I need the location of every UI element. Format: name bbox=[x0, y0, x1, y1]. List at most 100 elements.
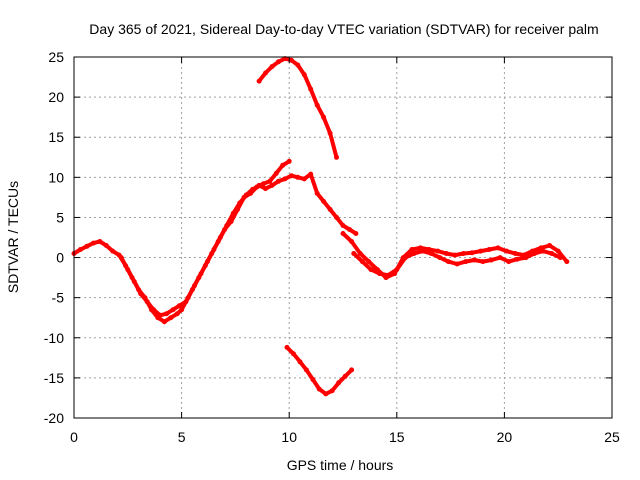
data-point bbox=[301, 176, 307, 182]
data-point bbox=[489, 257, 494, 263]
data-point bbox=[284, 344, 290, 350]
data-point bbox=[228, 219, 234, 224]
data-point bbox=[486, 247, 492, 252]
data-point bbox=[254, 184, 260, 190]
data-point bbox=[110, 248, 116, 254]
data-point bbox=[78, 247, 83, 252]
data-point bbox=[202, 263, 208, 269]
data-point bbox=[471, 257, 477, 263]
series-arc-upper bbox=[257, 56, 339, 160]
data-point bbox=[368, 267, 374, 273]
x-tick-label: 10 bbox=[281, 429, 297, 445]
data-point bbox=[151, 307, 157, 313]
data-point bbox=[288, 173, 294, 179]
data-point bbox=[463, 259, 469, 265]
data-point bbox=[480, 259, 486, 265]
data-point bbox=[183, 299, 189, 305]
data-point bbox=[564, 259, 570, 265]
y-axis: -20 -15 -10 -5 0 5 10 15 20 25 bbox=[44, 49, 612, 426]
y-tick-label: 10 bbox=[48, 169, 64, 185]
data-point bbox=[329, 388, 335, 394]
data-point bbox=[357, 251, 363, 256]
data-point bbox=[168, 315, 174, 321]
data-point bbox=[269, 64, 275, 70]
data-point bbox=[209, 251, 215, 256]
y-tick-label: -10 bbox=[44, 330, 64, 346]
data-point bbox=[282, 176, 288, 182]
data-point bbox=[366, 259, 372, 265]
data-point bbox=[84, 243, 90, 249]
data-point bbox=[157, 312, 163, 318]
data-point bbox=[314, 190, 320, 196]
data-point bbox=[286, 158, 292, 164]
y-tick-label: 20 bbox=[48, 89, 64, 105]
data-point bbox=[327, 130, 333, 136]
data-point bbox=[275, 59, 281, 65]
x-axis-title: GPS time / hours bbox=[287, 457, 394, 473]
data-point bbox=[241, 194, 247, 200]
data-point bbox=[260, 181, 266, 187]
y-tick-label: 25 bbox=[48, 49, 64, 65]
data-point bbox=[497, 255, 503, 261]
data-point bbox=[409, 247, 415, 252]
data-point bbox=[540, 248, 546, 254]
data-point bbox=[321, 198, 327, 204]
data-point bbox=[394, 267, 400, 273]
series-group bbox=[71, 56, 570, 397]
data-point bbox=[428, 251, 434, 256]
data-point bbox=[263, 186, 268, 192]
data-point bbox=[323, 391, 329, 397]
y-tick-label: -15 bbox=[44, 370, 64, 386]
data-point bbox=[263, 70, 268, 76]
x-tick-label: 15 bbox=[389, 429, 405, 445]
data-point bbox=[144, 299, 150, 305]
chart-title: Day 365 of 2021, Sidereal Day-to-day VTE… bbox=[89, 21, 598, 37]
data-point bbox=[308, 171, 314, 177]
data-point bbox=[359, 259, 365, 265]
data-point bbox=[385, 272, 391, 278]
data-point bbox=[248, 190, 253, 196]
x-tick-label: 25 bbox=[604, 429, 620, 445]
data-point bbox=[295, 174, 301, 180]
data-point bbox=[215, 239, 221, 244]
data-point bbox=[454, 261, 460, 267]
data-point bbox=[340, 231, 346, 236]
plot-frame bbox=[73, 56, 613, 419]
y-tick-label: 15 bbox=[48, 129, 64, 145]
data-point bbox=[275, 178, 281, 184]
data-point bbox=[445, 259, 451, 265]
data-point bbox=[340, 223, 346, 228]
data-point bbox=[176, 303, 182, 309]
x-tick-label: 0 bbox=[70, 429, 78, 445]
data-point bbox=[164, 311, 169, 317]
x-axis: 0 5 10 15 20 25 bbox=[70, 57, 620, 445]
y-axis-title: SDTVAR / TECUs bbox=[5, 181, 21, 293]
data-point bbox=[557, 255, 563, 261]
data-point bbox=[295, 62, 301, 68]
data-point bbox=[334, 154, 339, 160]
data-point bbox=[461, 251, 466, 256]
data-point bbox=[469, 250, 475, 256]
data-point bbox=[495, 245, 501, 251]
y-tick-label: -5 bbox=[52, 290, 65, 306]
y-tick-label: 5 bbox=[56, 209, 64, 225]
data-point bbox=[161, 319, 167, 325]
data-point bbox=[402, 255, 408, 261]
data-point bbox=[179, 307, 185, 313]
data-point bbox=[420, 248, 426, 254]
data-point bbox=[170, 307, 176, 313]
y-tick-label: 0 bbox=[56, 250, 64, 266]
data-point bbox=[349, 239, 355, 244]
data-point bbox=[512, 251, 518, 256]
data-point bbox=[334, 214, 339, 220]
data-point bbox=[342, 373, 348, 379]
data-point bbox=[336, 380, 342, 386]
grid bbox=[74, 57, 612, 418]
data-point bbox=[411, 251, 417, 256]
data-point bbox=[280, 162, 286, 168]
data-point bbox=[327, 206, 333, 212]
data-point bbox=[347, 227, 352, 232]
data-point bbox=[291, 351, 296, 357]
data-point bbox=[351, 251, 357, 256]
